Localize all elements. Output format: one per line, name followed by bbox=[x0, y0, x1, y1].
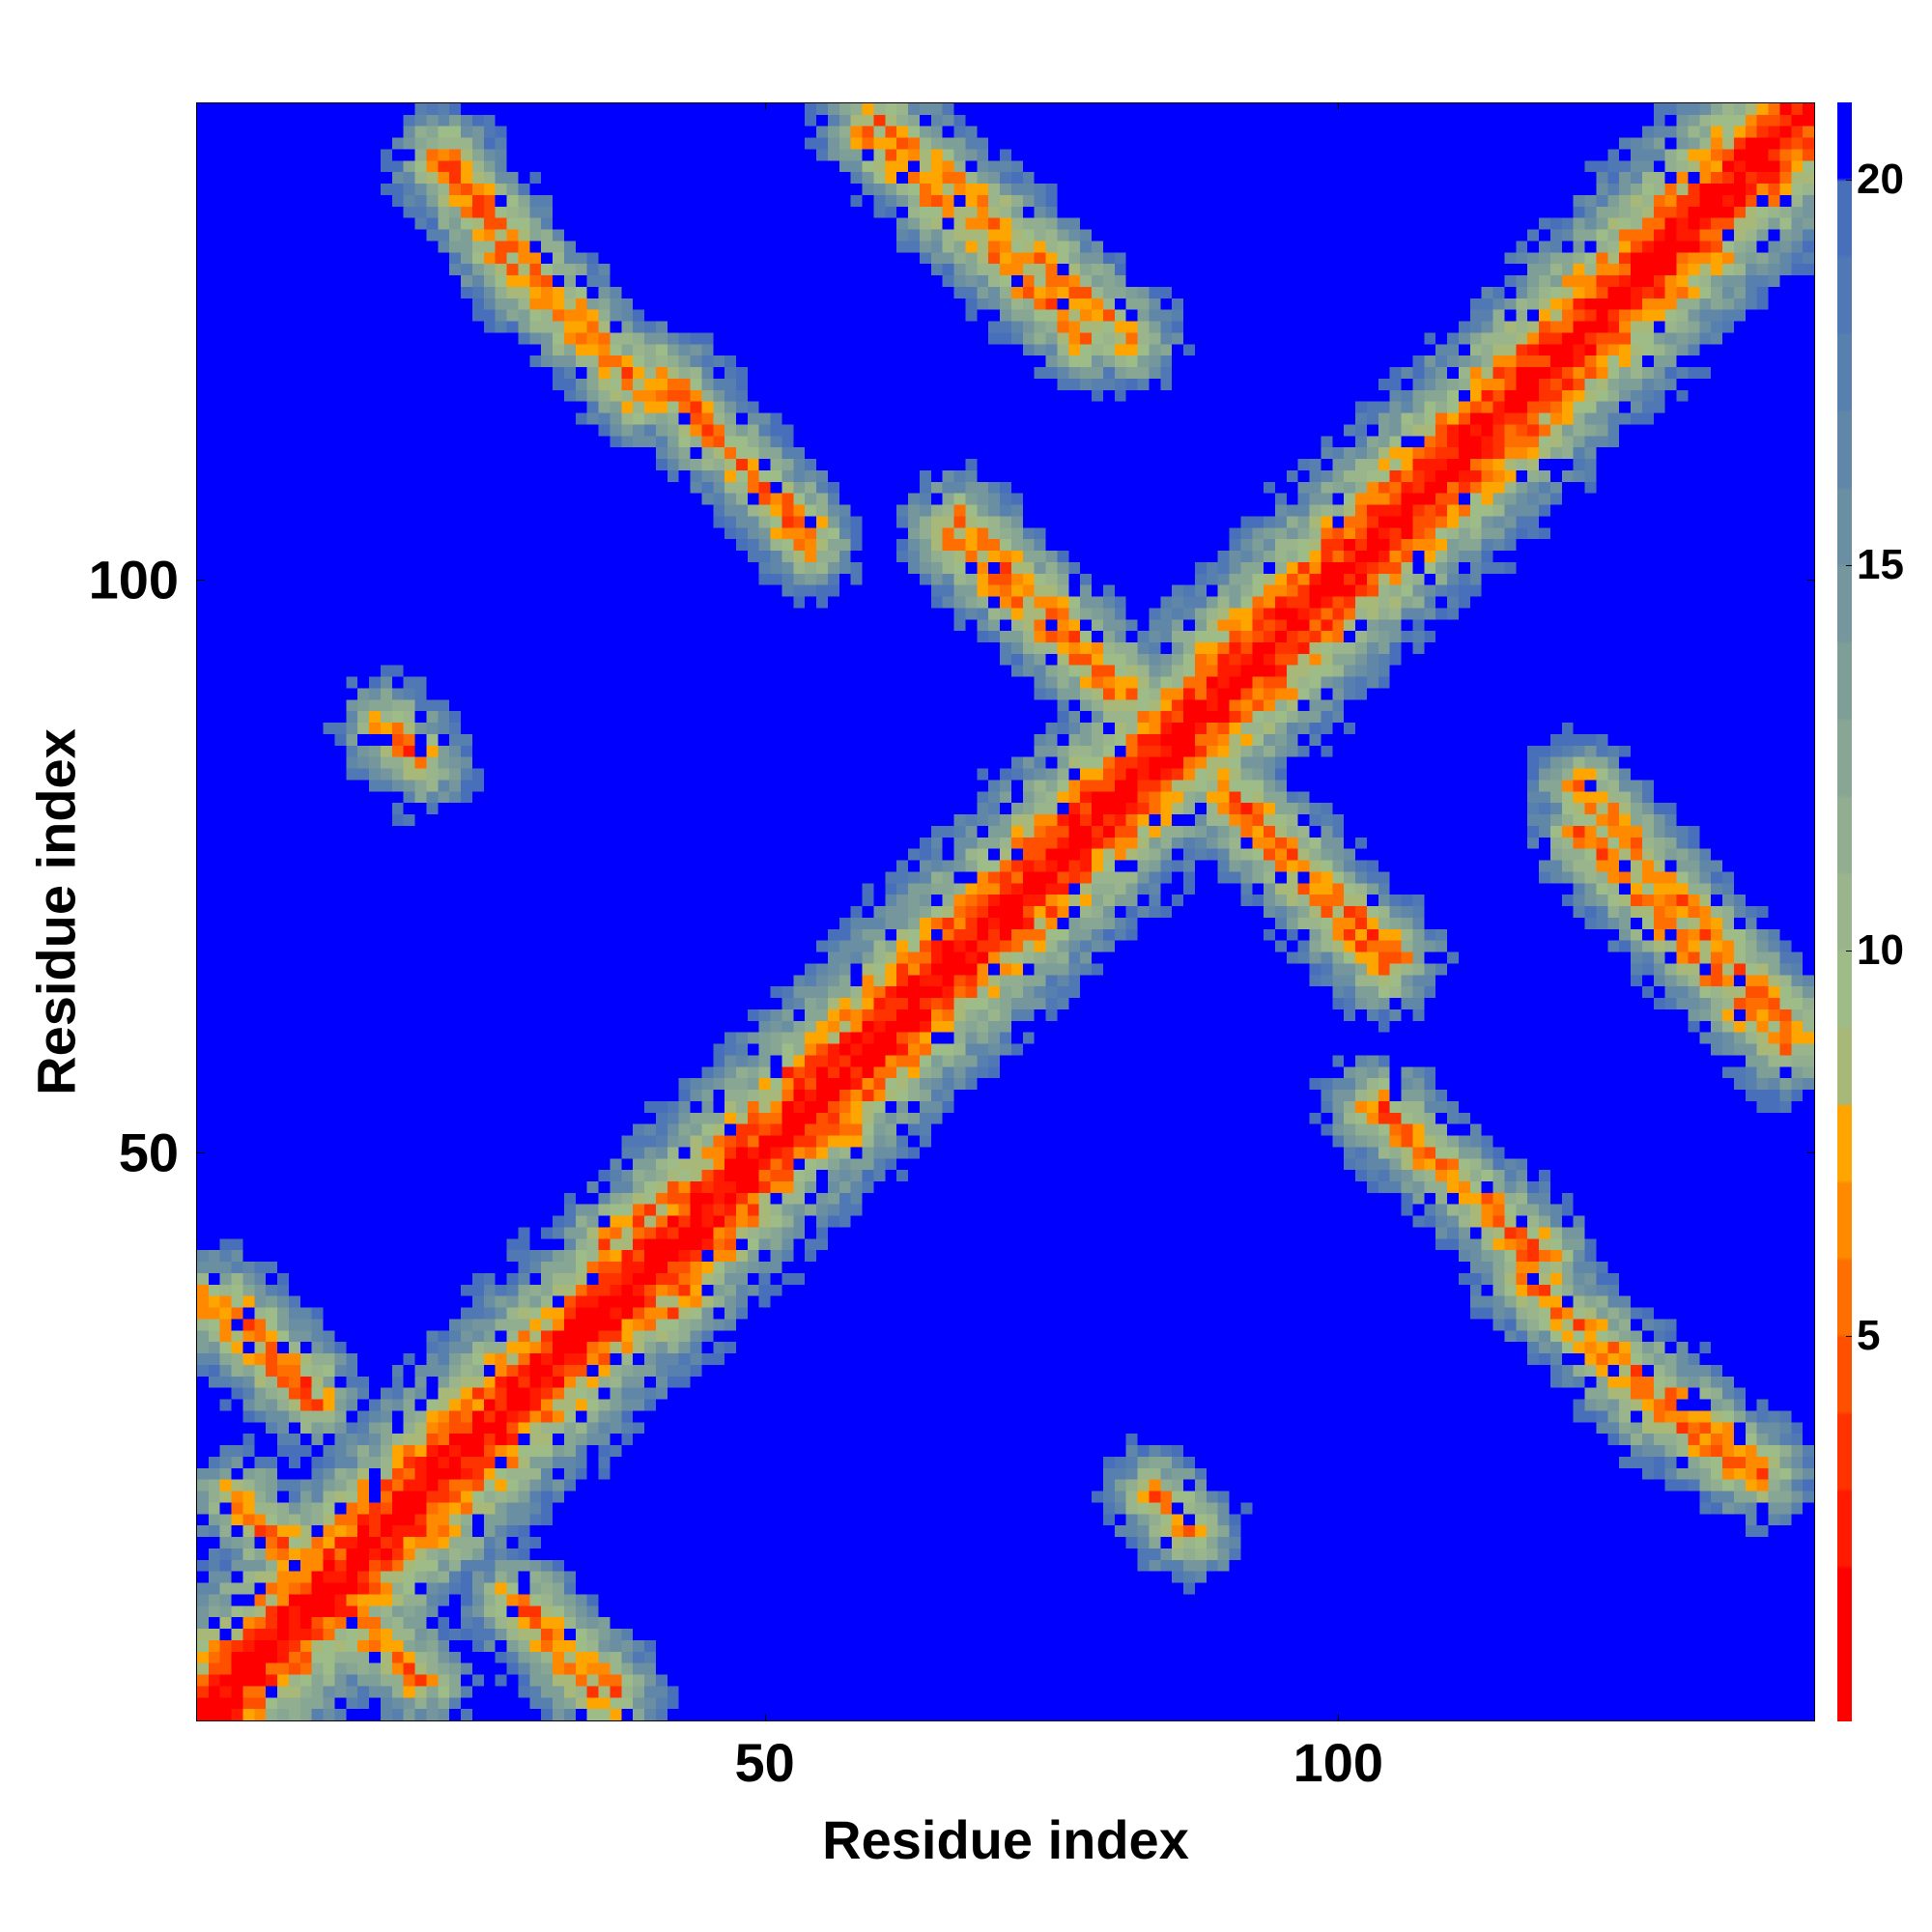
colorbar-tick-mark bbox=[1846, 950, 1852, 952]
y-tick-label: 100 bbox=[88, 549, 179, 611]
x-tick-label: 100 bbox=[1293, 1732, 1384, 1793]
x-tick-mark bbox=[764, 102, 766, 110]
plot-area-frame bbox=[196, 102, 1815, 1721]
y-tick-mark bbox=[197, 579, 205, 581]
y-tick-label: 50 bbox=[118, 1122, 179, 1183]
y-tick-mark bbox=[1806, 579, 1814, 581]
y-axis-title: Residue index bbox=[25, 728, 87, 1095]
colorbar-tick-mark bbox=[1846, 564, 1852, 566]
colorbar bbox=[1837, 102, 1852, 1721]
colorbar-tick-mark bbox=[1846, 1335, 1852, 1337]
x-tick-mark bbox=[764, 1714, 766, 1721]
x-axis-title: Residue index bbox=[822, 1809, 1189, 1870]
y-tick-mark bbox=[197, 1152, 205, 1154]
colorbar-tick-label: 5 bbox=[1857, 1311, 1881, 1359]
colorbar-tick-label: 20 bbox=[1857, 155, 1904, 203]
x-tick-mark bbox=[1338, 102, 1340, 110]
colorbar-tick-mark bbox=[1846, 179, 1852, 181]
x-tick-label: 50 bbox=[734, 1732, 795, 1793]
distance-heatmap bbox=[197, 103, 1814, 1720]
y-tick-mark bbox=[1806, 1152, 1814, 1154]
colorbar-tick-label: 10 bbox=[1857, 925, 1904, 974]
colorbar-tick-label: 15 bbox=[1857, 540, 1904, 588]
x-tick-mark bbox=[1338, 1714, 1340, 1721]
